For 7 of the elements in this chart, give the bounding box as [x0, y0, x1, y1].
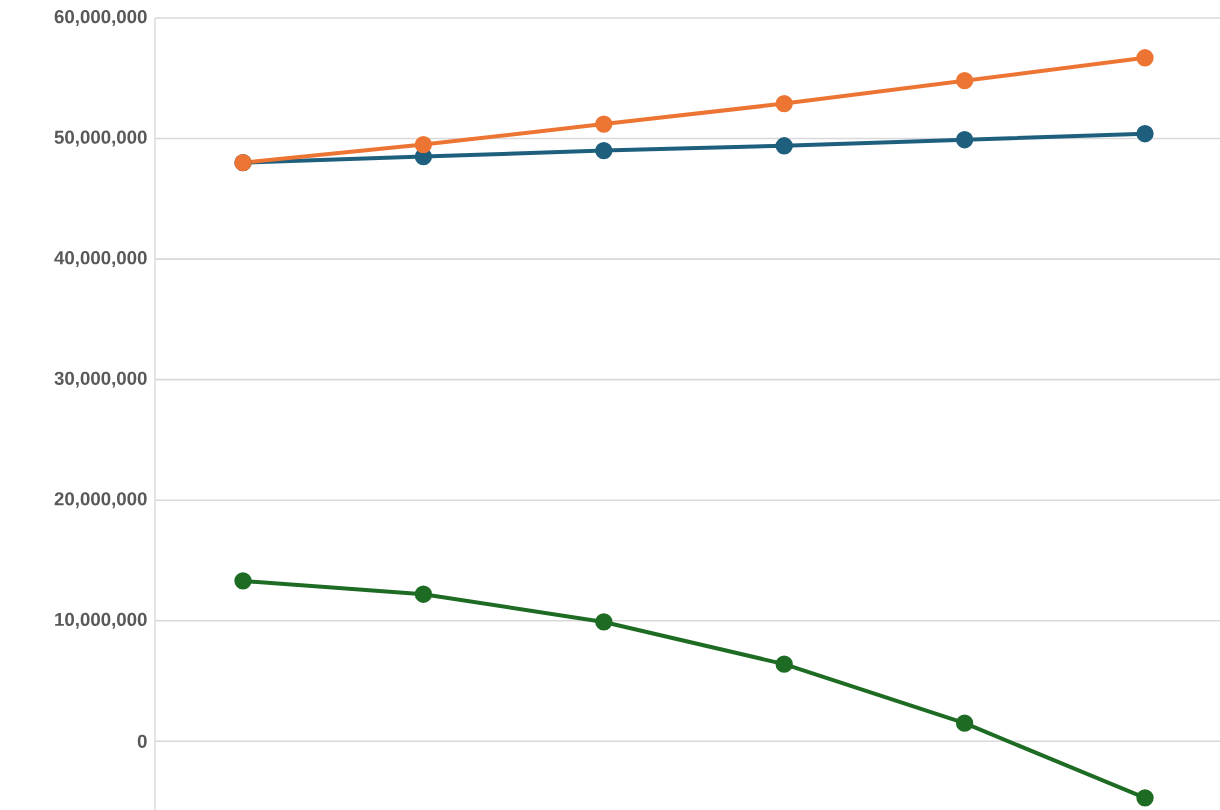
y-tick-label: 10,000,000 [55, 612, 147, 629]
y-tick-label: 20,000,000 [54, 492, 147, 509]
y-tick-label: 0 [137, 734, 147, 748]
y-tick-label: 60,000,000 [54, 10, 147, 26]
y-tick-label: 30,000,000 [54, 371, 147, 388]
y-tick-label: 50,000,000 [54, 130, 147, 147]
y-tick-label: 40,000,000 [54, 251, 147, 268]
